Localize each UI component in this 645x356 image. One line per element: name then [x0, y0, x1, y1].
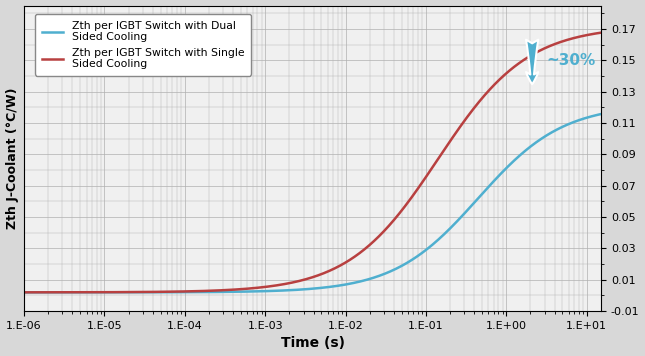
Zth per IGBT Switch with Dual
Sided Cooling: [120, 290, 128, 294]
Zth per IGBT Switch with Single
Sided Cooling: [524, 55, 531, 59]
Line: Zth per IGBT Switch with Dual
Sided Cooling: Zth per IGBT Switch with Dual Sided Cool…: [24, 114, 601, 292]
X-axis label: Time (s): Time (s): [281, 336, 344, 350]
Line: Zth per IGBT Switch with Single
Sided Cooling: Zth per IGBT Switch with Single Sided Co…: [24, 33, 601, 292]
Text: ~30%: ~30%: [547, 53, 596, 68]
Zth per IGBT Switch with Single
Sided Cooling: [266, 284, 274, 288]
Zth per IGBT Switch with Single
Sided Cooling: [586, 32, 593, 37]
Zth per IGBT Switch with Dual
Sided Cooling: [266, 289, 274, 293]
Zth per IGBT Switch with Single
Sided Cooling: [597, 31, 605, 35]
Legend: Zth per IGBT Switch with Dual
Sided Cooling, Zth per IGBT Switch with Single
Sid: Zth per IGBT Switch with Dual Sided Cool…: [35, 14, 252, 75]
Y-axis label: Zth J-Coolant (°C/W): Zth J-Coolant (°C/W): [6, 88, 19, 229]
Zth per IGBT Switch with Single
Sided Cooling: [241, 287, 249, 291]
Zth per IGBT Switch with Dual
Sided Cooling: [524, 147, 531, 151]
Zth per IGBT Switch with Dual
Sided Cooling: [241, 289, 249, 294]
Zth per IGBT Switch with Single
Sided Cooling: [120, 290, 128, 294]
Zth per IGBT Switch with Dual
Sided Cooling: [597, 112, 605, 116]
Zth per IGBT Switch with Single
Sided Cooling: [20, 290, 28, 294]
Zth per IGBT Switch with Single
Sided Cooling: [86, 290, 94, 294]
Zth per IGBT Switch with Dual
Sided Cooling: [586, 115, 593, 119]
Zth per IGBT Switch with Dual
Sided Cooling: [86, 290, 94, 294]
Zth per IGBT Switch with Dual
Sided Cooling: [20, 290, 28, 294]
